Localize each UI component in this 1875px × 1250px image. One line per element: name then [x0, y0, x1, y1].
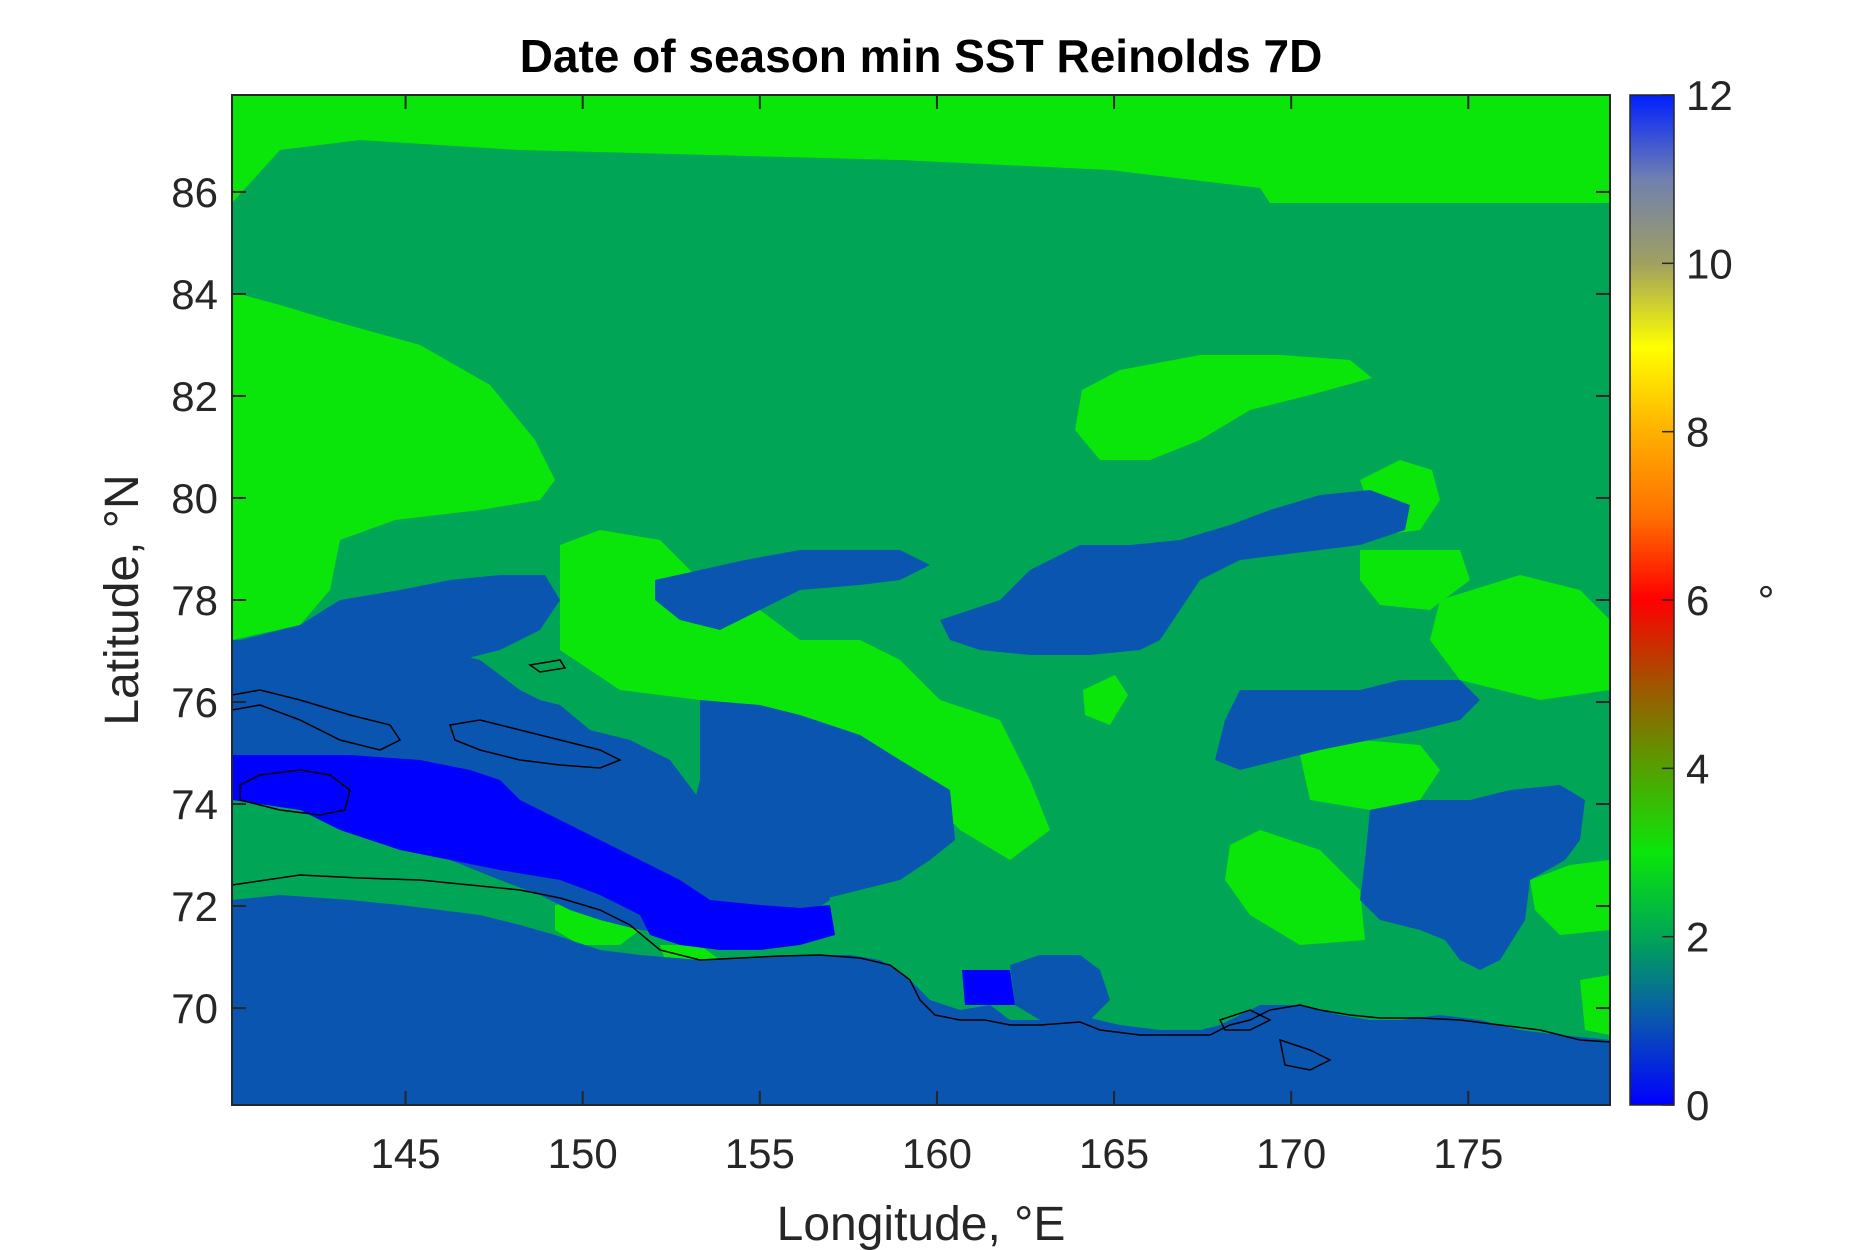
- region-value-3-small-center: [1083, 675, 1128, 725]
- x-axis-ticks: 145 150 155 160 165 170 175: [371, 95, 1503, 1177]
- coastline-island-small-3: [1218, 1009, 1272, 1031]
- region-value-1-band-west: [240, 575, 560, 660]
- coastline-island-small-1: [449, 719, 622, 769]
- region-value-3-far-east: [1430, 575, 1610, 700]
- region-value-0-west-basin: [232, 755, 835, 950]
- map-title: Date of season min SST Reinolds 7D: [520, 30, 1323, 82]
- colorbar-tick-label: 6: [1686, 577, 1709, 624]
- y-tick-label: 74: [171, 781, 218, 828]
- colorbar-tick-label: 12: [1686, 72, 1733, 119]
- coastline-island-large: [239, 769, 351, 816]
- colorbar-tick-label: 0: [1686, 1082, 1709, 1129]
- colorbar-tick-label: 2: [1686, 914, 1709, 961]
- x-tick-label: 145: [371, 1130, 441, 1177]
- x-tick-label: 150: [548, 1130, 618, 1177]
- coastline-main: [232, 874, 1610, 1043]
- colorbar-tick-label: 8: [1686, 409, 1709, 456]
- region-value-1-coast-east-small: [1010, 955, 1110, 1020]
- map-plot-area: [232, 95, 1610, 1105]
- y-axis-label: Latitude, °N: [96, 474, 149, 725]
- region-value-3-east-middle: [1360, 550, 1470, 610]
- colorbar-tick-label: 10: [1686, 240, 1733, 287]
- y-tick-label: 70: [171, 985, 218, 1032]
- region-value-0-coast-small: [962, 970, 1015, 1005]
- coastline-island-west: [232, 689, 402, 751]
- region-value-3-top-band: [232, 95, 1610, 203]
- y-tick-label: 84: [171, 271, 218, 318]
- y-tick-label: 80: [171, 475, 218, 522]
- y-tick-label: 82: [171, 373, 218, 420]
- region-value-1-west-coast-band: [232, 640, 830, 935]
- region-value-1-center-north-band: [940, 490, 1410, 655]
- x-tick-label: 170: [1256, 1130, 1326, 1177]
- y-tick-label: 76: [171, 679, 218, 726]
- x-tick-label: 165: [1079, 1130, 1149, 1177]
- x-tick-label: 155: [725, 1130, 795, 1177]
- colorbar-tick-label: 4: [1686, 745, 1709, 792]
- region-value-3-southeast-edge: [1580, 975, 1610, 1035]
- colorbar-label: °: [1758, 577, 1775, 624]
- region-value-3-east-rim: [1530, 860, 1610, 935]
- region-value-3-far-east-lower: [1300, 740, 1440, 810]
- region-value-3-center-north: [1075, 355, 1372, 460]
- coastline-island-small-4: [1279, 1038, 1332, 1071]
- y-axis-ticks: 70 72 74 76 78 80 82 84 86: [171, 169, 1610, 1032]
- y-tick-label: 72: [171, 883, 218, 930]
- y-tick-label: 86: [171, 169, 218, 216]
- x-tick-label: 175: [1433, 1130, 1503, 1177]
- coastline-layer: [232, 659, 1610, 1071]
- region-value-3-west-block: [232, 292, 555, 640]
- colorbar-ticks: 0 2 4 6 8 10 12: [1662, 72, 1733, 1129]
- x-axis-label: Longitude, °E: [777, 1198, 1066, 1250]
- region-value-1-east-lower: [1360, 785, 1585, 970]
- x-tick-label: 160: [902, 1130, 972, 1177]
- region-value-1-center-south: [690, 700, 955, 920]
- region-value-1-east-middle: [1215, 680, 1480, 770]
- coastline-island-small-2: [528, 659, 567, 673]
- y-tick-label: 78: [171, 577, 218, 624]
- region-value-1-north-channel: [655, 550, 930, 630]
- region-value-3-east-lower: [1225, 830, 1365, 945]
